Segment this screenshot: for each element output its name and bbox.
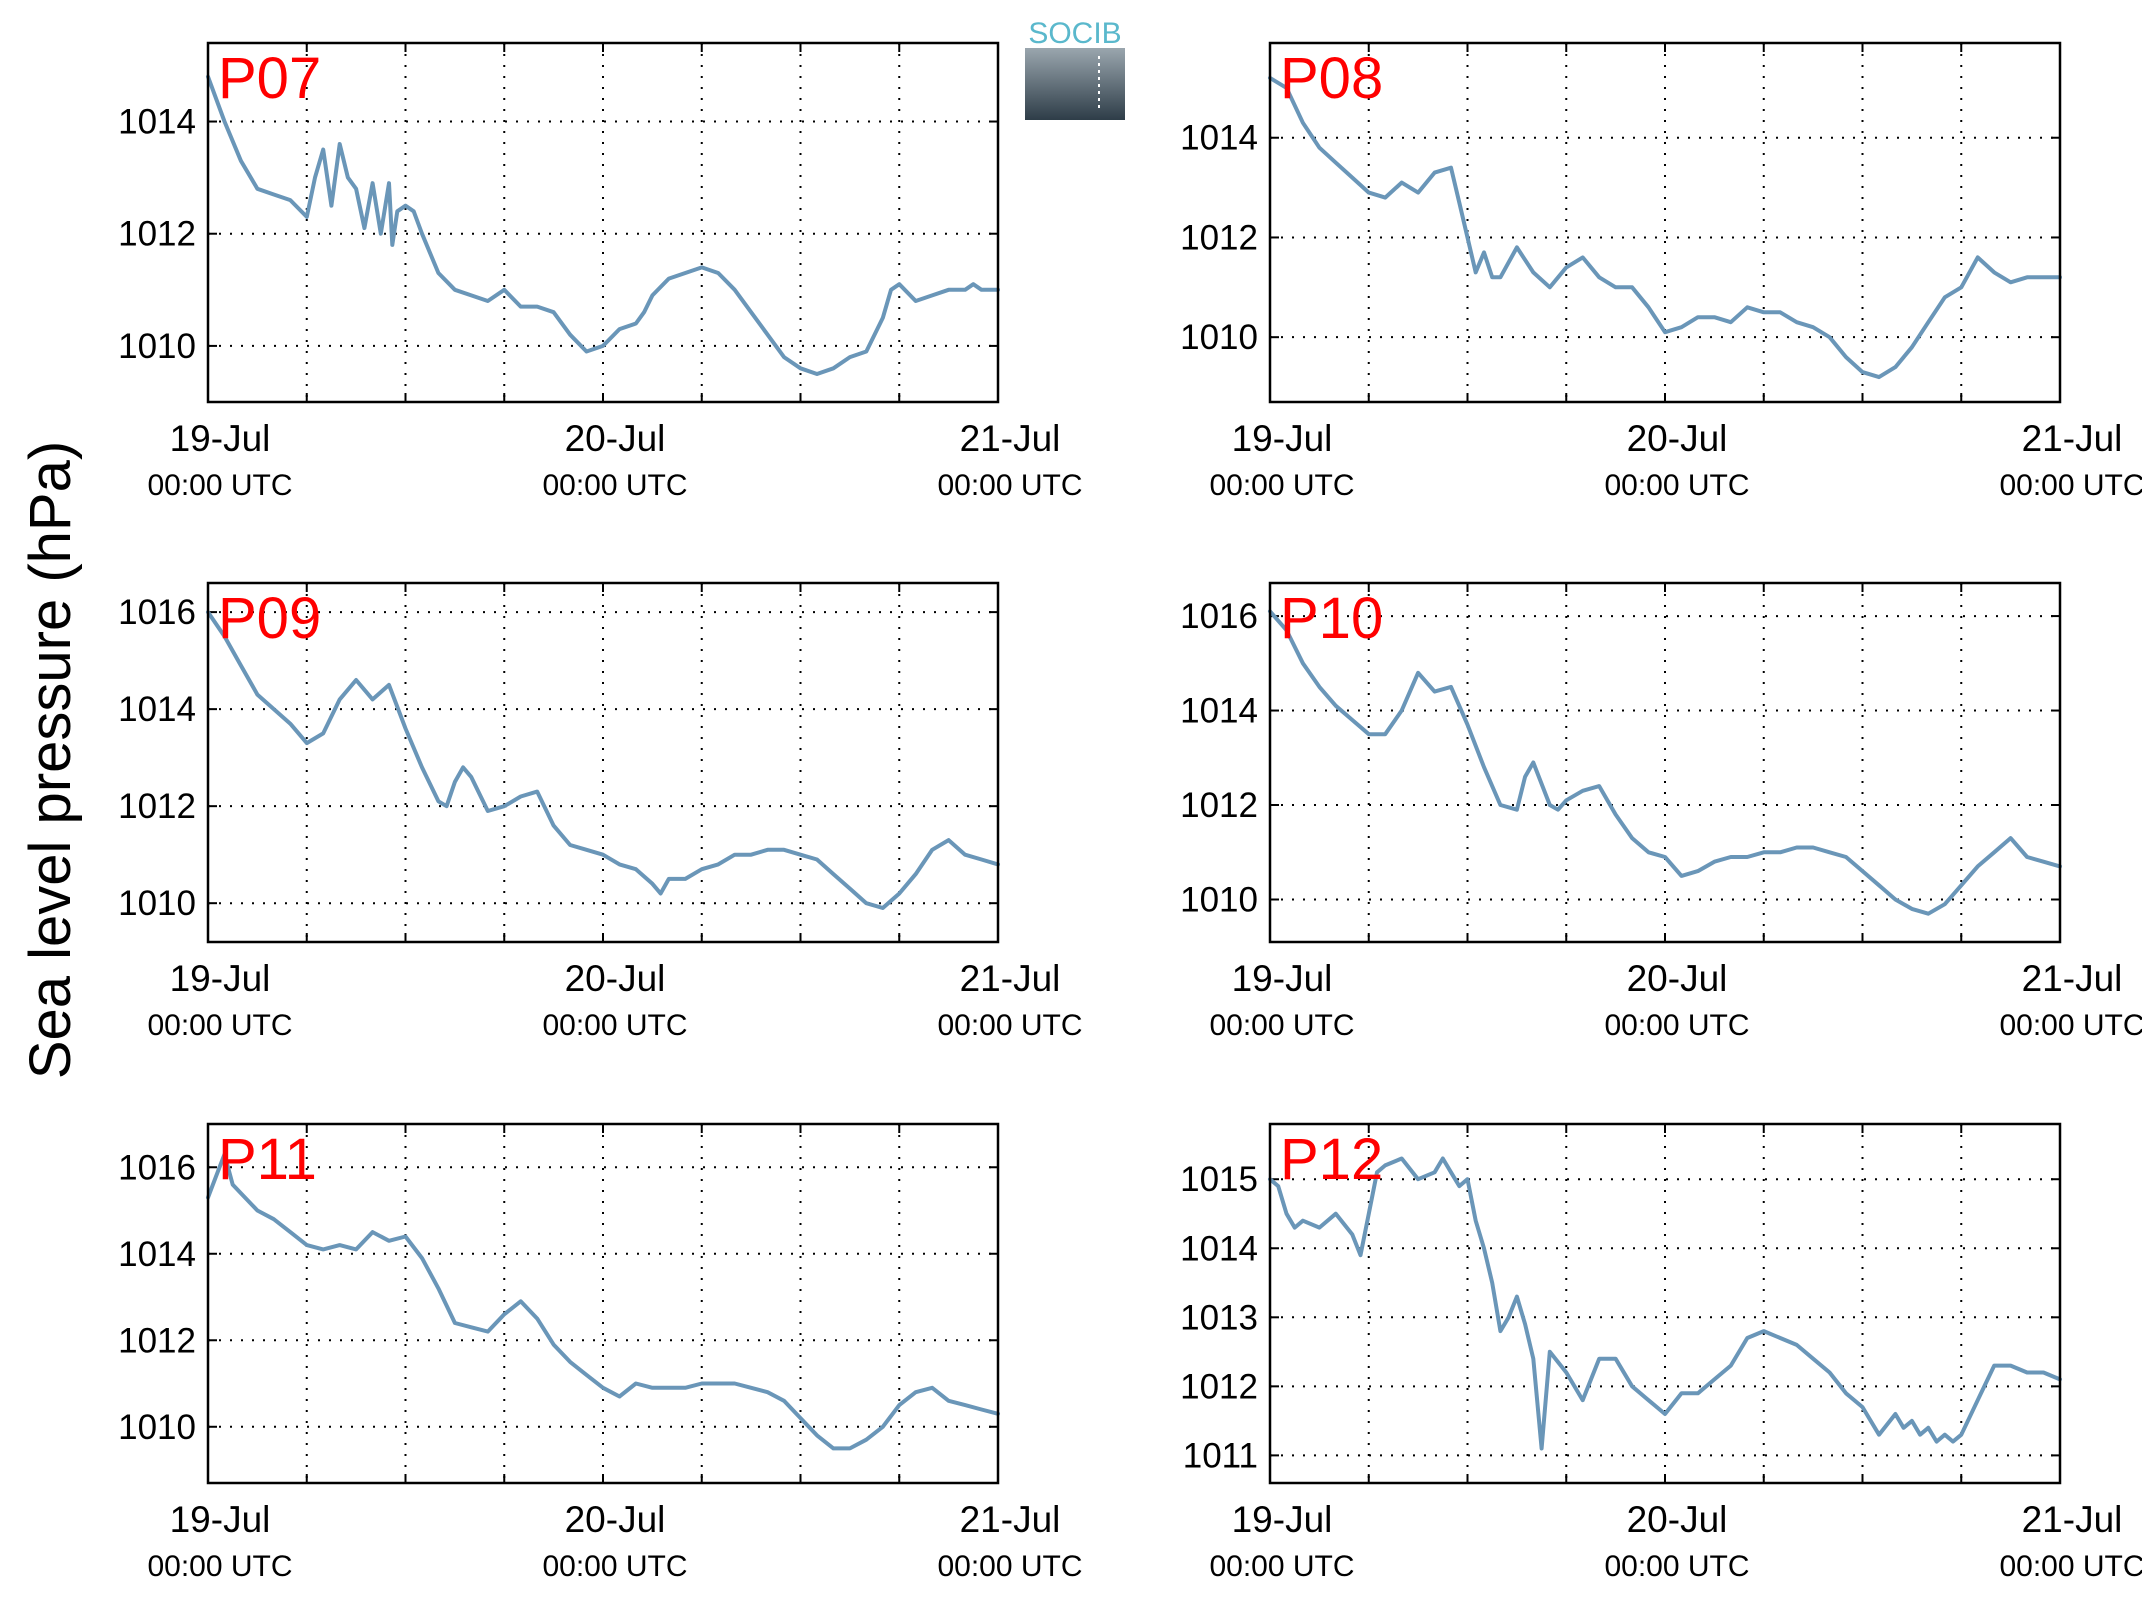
y-tick-label: 1010 [118,327,196,366]
x-tick-label-date: 20-Jul [565,1499,666,1540]
y-tick-label: 1014 [1180,692,1258,731]
station-label: P12 [1280,1127,1383,1192]
panels-group: 1010 1012 1014 19-Jul 00:00 UTC 20-Jul 00:00 U… [118,41,2142,1583]
axes-box [206,1122,1000,1485]
y-tick-label: 1016 [118,1148,196,1187]
y-tick-label: 1012 [118,215,196,254]
axes-box [206,41,1000,404]
axes-box [206,581,1000,944]
y-tick-label: 1010 [1180,880,1258,919]
y-tick-label: 1012 [118,1321,196,1360]
y-tick-label: 1012 [1180,218,1258,257]
y-tick-label: 1016 [118,593,196,632]
x-tick-label-date: 21-Jul [2022,418,2123,459]
x-tick-label-date: 19-Jul [1232,1499,1333,1540]
axes-box [1268,41,2062,404]
series-line-p12 [1268,1156,2062,1451]
x-tick-label-date: 19-Jul [170,418,271,459]
series-line-p09 [206,610,1000,910]
x-tick-label-time: 00:00 UTC [1999,469,2142,502]
station-label: P10 [1280,586,1383,651]
x-tick-label-date: 21-Jul [960,418,1061,459]
y-tick-label: 1014 [1180,119,1258,158]
series-line-p07 [206,74,1000,376]
y-tick-label: 1015 [1180,1160,1258,1199]
x-tick-label-time: 00:00 UTC [542,1009,687,1042]
y-axis-label: Sea level pressure (hPa) [18,441,83,1079]
x-tick-label-date: 20-Jul [1627,1499,1728,1540]
socib-logo-text: SOCIB [1028,17,1121,50]
x-tick-label-time: 00:00 UTC [1604,1009,1749,1042]
panel-p07: 1010 1012 1014 19-Jul 00:00 UTC 20-Jul 00:00 U… [118,41,1083,502]
station-label: P07 [218,46,321,111]
x-tick-label-time: 00:00 UTC [147,1550,292,1583]
y-tick-label: 1014 [1180,1229,1258,1268]
x-tick-label-date: 21-Jul [960,958,1061,999]
axes-box [1268,581,2062,944]
y-tick-label: 1013 [1180,1298,1258,1337]
y-tick-label: 1012 [118,787,196,826]
y-tick-label: 1014 [118,690,196,729]
x-tick-label-date: 19-Jul [170,1499,271,1540]
series-line-p10 [1268,609,2062,916]
y-tick-label: 1012 [1180,786,1258,825]
socib-logo-block [1025,48,1125,120]
x-tick-label-date: 21-Jul [960,1499,1061,1540]
axes-box [1268,1122,2062,1485]
panel-p10: 1010 1012 1014 1016 19-Jul 00:00 UTC 20-Jul 00:… [1180,581,2142,1042]
x-tick-label-time: 00:00 UTC [1999,1009,2142,1042]
x-tick-label-time: 00:00 UTC [147,469,292,502]
x-tick-label-time: 00:00 UTC [937,1550,1082,1583]
station-label: P08 [1280,46,1383,111]
y-tick-label: 1011 [1183,1436,1258,1475]
y-tick-label: 1014 [118,103,196,142]
y-tick-label: 1010 [118,884,196,923]
x-tick-label-date: 21-Jul [2022,958,2123,999]
panel-p08: 1010 1012 1014 19-Jul 00:00 UTC 20-Jul 00:00 U… [1180,41,2142,502]
x-tick-label-date: 20-Jul [565,418,666,459]
x-tick-label-time: 00:00 UTC [1209,1550,1354,1583]
x-tick-label-date: 19-Jul [170,958,271,999]
station-label: P09 [218,586,321,651]
y-tick-label: 1010 [118,1408,196,1447]
y-tick-label: 1010 [1180,318,1258,357]
series-line-p11 [206,1152,1000,1451]
x-tick-label-date: 20-Jul [1627,958,1728,999]
x-tick-label-time: 00:00 UTC [147,1009,292,1042]
y-tick-label: 1016 [1180,597,1258,636]
x-tick-label-date: 19-Jul [1232,958,1333,999]
x-tick-label-time: 00:00 UTC [1604,1550,1749,1583]
x-tick-label-time: 00:00 UTC [1209,469,1354,502]
y-tick-label: 1012 [1180,1367,1258,1406]
x-tick-label-date: 20-Jul [565,958,666,999]
x-tick-label-date: 20-Jul [1627,418,1728,459]
x-tick-label-time: 00:00 UTC [1604,469,1749,502]
x-tick-label-date: 19-Jul [1232,418,1333,459]
x-tick-label-time: 00:00 UTC [542,469,687,502]
x-tick-label-date: 21-Jul [2022,1499,2123,1540]
x-tick-label-time: 00:00 UTC [1209,1009,1354,1042]
socib-logo: SOCIB [1025,17,1125,120]
series-line-p08 [1268,75,2062,380]
panel-p09: 1010 1012 1014 1016 19-Jul 00:00 UTC 20-Jul 00:… [118,581,1083,1042]
panel-p11: 1010 1012 1014 1016 19-Jul 00:00 UTC 20-Jul 00:… [118,1122,1083,1583]
y-tick-label: 1014 [118,1235,196,1274]
x-tick-label-time: 00:00 UTC [1999,1550,2142,1583]
x-tick-label-time: 00:00 UTC [937,469,1082,502]
x-tick-label-time: 00:00 UTC [542,1550,687,1583]
station-label: P11 [218,1127,317,1192]
x-tick-label-time: 00:00 UTC [937,1009,1082,1042]
panel-p12: 1011 1012 1013 1014 1015 19-Jul 00:00 UTC 20-Ju… [1180,1122,2142,1583]
